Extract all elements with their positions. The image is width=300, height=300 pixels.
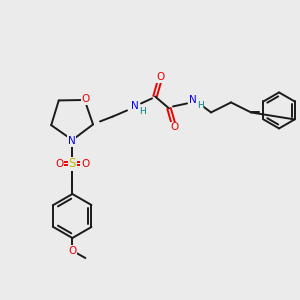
- Text: O: O: [68, 246, 76, 256]
- Text: O: O: [156, 72, 164, 82]
- Text: N: N: [131, 101, 139, 111]
- Text: H: H: [139, 107, 145, 116]
- Text: N: N: [68, 136, 75, 146]
- Text: S: S: [69, 158, 76, 170]
- Text: H: H: [197, 101, 203, 110]
- Text: O: O: [170, 122, 178, 132]
- Text: O: O: [82, 94, 90, 104]
- Text: O: O: [55, 159, 64, 169]
- Text: O: O: [81, 159, 89, 169]
- Text: N: N: [189, 95, 197, 105]
